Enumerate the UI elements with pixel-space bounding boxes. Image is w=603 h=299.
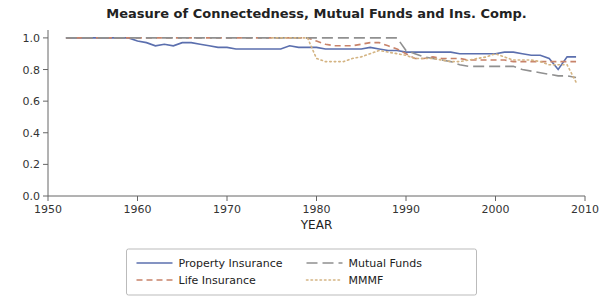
x-axis	[48, 196, 585, 197]
legend-frame	[127, 249, 477, 295]
legend-swatch	[307, 262, 343, 264]
y-tick-label: 0.2	[23, 158, 41, 171]
x-tick	[585, 196, 586, 201]
legend-swatch	[137, 262, 173, 264]
series-line	[66, 38, 576, 62]
y-tick	[43, 101, 48, 102]
x-tick-label: 2000	[482, 203, 510, 216]
x-tick	[316, 196, 317, 201]
y-axis	[48, 30, 49, 196]
series-line	[272, 38, 576, 82]
y-tick	[43, 164, 48, 165]
legend-swatch	[137, 279, 173, 281]
y-tick-label: 0.6	[23, 95, 41, 108]
legend-label: Property Insurance	[179, 257, 283, 270]
chart: Measure of Connectedness, Mutual Funds a…	[0, 0, 603, 299]
series-line	[66, 38, 576, 78]
y-tick	[43, 132, 48, 133]
x-tick-label: 1970	[213, 203, 241, 216]
y-tick-label: 0.0	[23, 190, 41, 203]
x-tick	[495, 196, 496, 201]
y-tick-label: 0.4	[23, 127, 41, 140]
x-tick-label: 1980	[303, 203, 331, 216]
plot-area	[66, 38, 576, 82]
title: Measure of Connectedness, Mutual Funds a…	[106, 6, 526, 21]
series-line	[66, 38, 576, 70]
legend: Property Insurance Life Insurance Mutual F…	[127, 249, 477, 295]
x-axis-label: YEAR	[300, 218, 332, 232]
legend-label: MMMF	[349, 274, 384, 287]
x-tick	[48, 196, 49, 201]
legend-label: Mutual Funds	[349, 257, 423, 270]
x-tick	[227, 196, 228, 201]
y-tick-label: 0.8	[23, 64, 41, 77]
legend-label: Life Insurance	[179, 274, 257, 287]
y-tick-label: 1.0	[23, 32, 41, 45]
y-tick	[43, 69, 48, 70]
x-tick-label: 1960	[124, 203, 152, 216]
x-tick	[137, 196, 138, 201]
x-tick	[406, 196, 407, 201]
x-tick-label: 1990	[392, 203, 420, 216]
y-tick	[43, 196, 48, 197]
legend-swatch	[307, 279, 343, 281]
y-tick	[43, 37, 48, 38]
x-tick-label: 2010	[571, 203, 599, 216]
x-tick-label: 1950	[34, 203, 62, 216]
